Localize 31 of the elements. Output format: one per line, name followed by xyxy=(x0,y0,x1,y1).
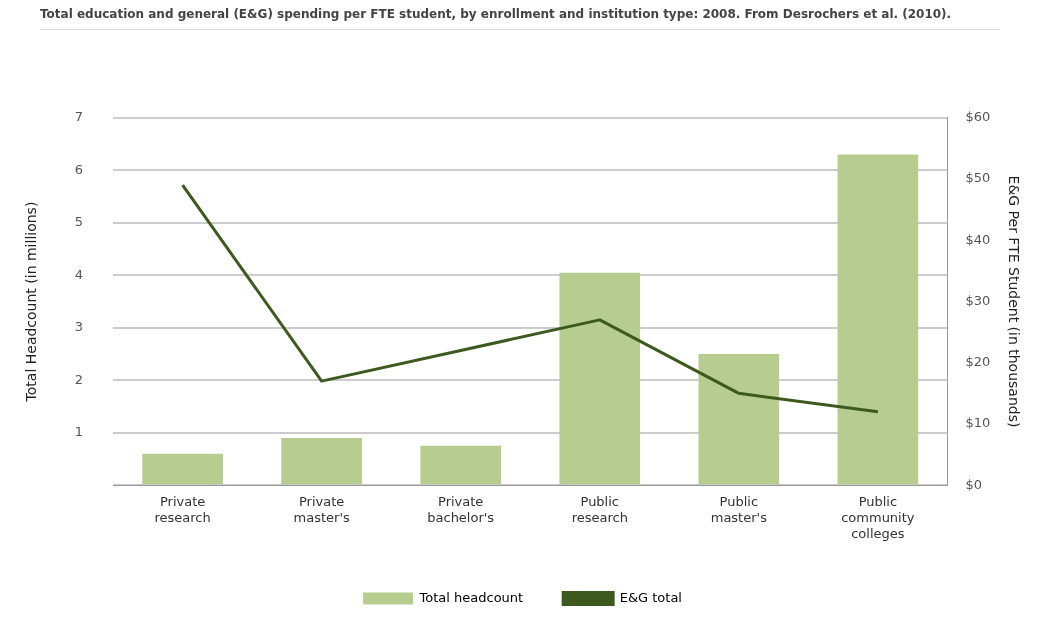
x-tick-label: Private master's xyxy=(293,494,350,525)
y-tick-label: 2 xyxy=(74,371,84,387)
bar xyxy=(420,445,502,485)
y-tick-label: 1 xyxy=(74,424,84,440)
y-tick-label: 4 xyxy=(74,266,84,282)
y2-tick-label: $30 xyxy=(965,292,991,308)
y2-axis-title: E&G Per FTE Student (in thousands) xyxy=(1005,175,1022,428)
y2-tick-label: $10 xyxy=(965,415,991,431)
y2-tick-label: $40 xyxy=(965,231,991,247)
y-tick-label: 3 xyxy=(74,319,84,335)
x-tick-label: Public master's xyxy=(710,494,768,525)
y2-tick-label: $20 xyxy=(965,354,991,370)
y-tick-label: 6 xyxy=(74,161,84,177)
x-tick-label: Private bachelor's xyxy=(427,494,495,525)
bar xyxy=(559,272,641,485)
x-tick-label: Public research xyxy=(571,494,628,525)
y2-tick-label: $0 xyxy=(965,476,982,492)
y2-tick-label: $60 xyxy=(965,109,991,125)
y-tick-label: 7 xyxy=(74,109,84,125)
bar xyxy=(142,453,223,485)
y-axis-title: Total Headcount (in millions) xyxy=(23,201,40,403)
x-tick-label: Private research xyxy=(154,494,211,525)
legend-label: Total headcount xyxy=(418,589,524,605)
y2-tick-label: $50 xyxy=(965,170,991,186)
y-tick-label: 5 xyxy=(74,214,84,230)
bar xyxy=(698,353,780,485)
legend-label: E&G total xyxy=(619,589,682,605)
bar xyxy=(837,154,919,485)
chart-title: Total education and general (E&G) spending per FTE student, by enrollment and institution type: 2008. From Desrochers et al. (2010). xyxy=(40,6,1000,30)
bar xyxy=(281,437,362,485)
x-tick-label: Public community colleges xyxy=(841,494,915,541)
